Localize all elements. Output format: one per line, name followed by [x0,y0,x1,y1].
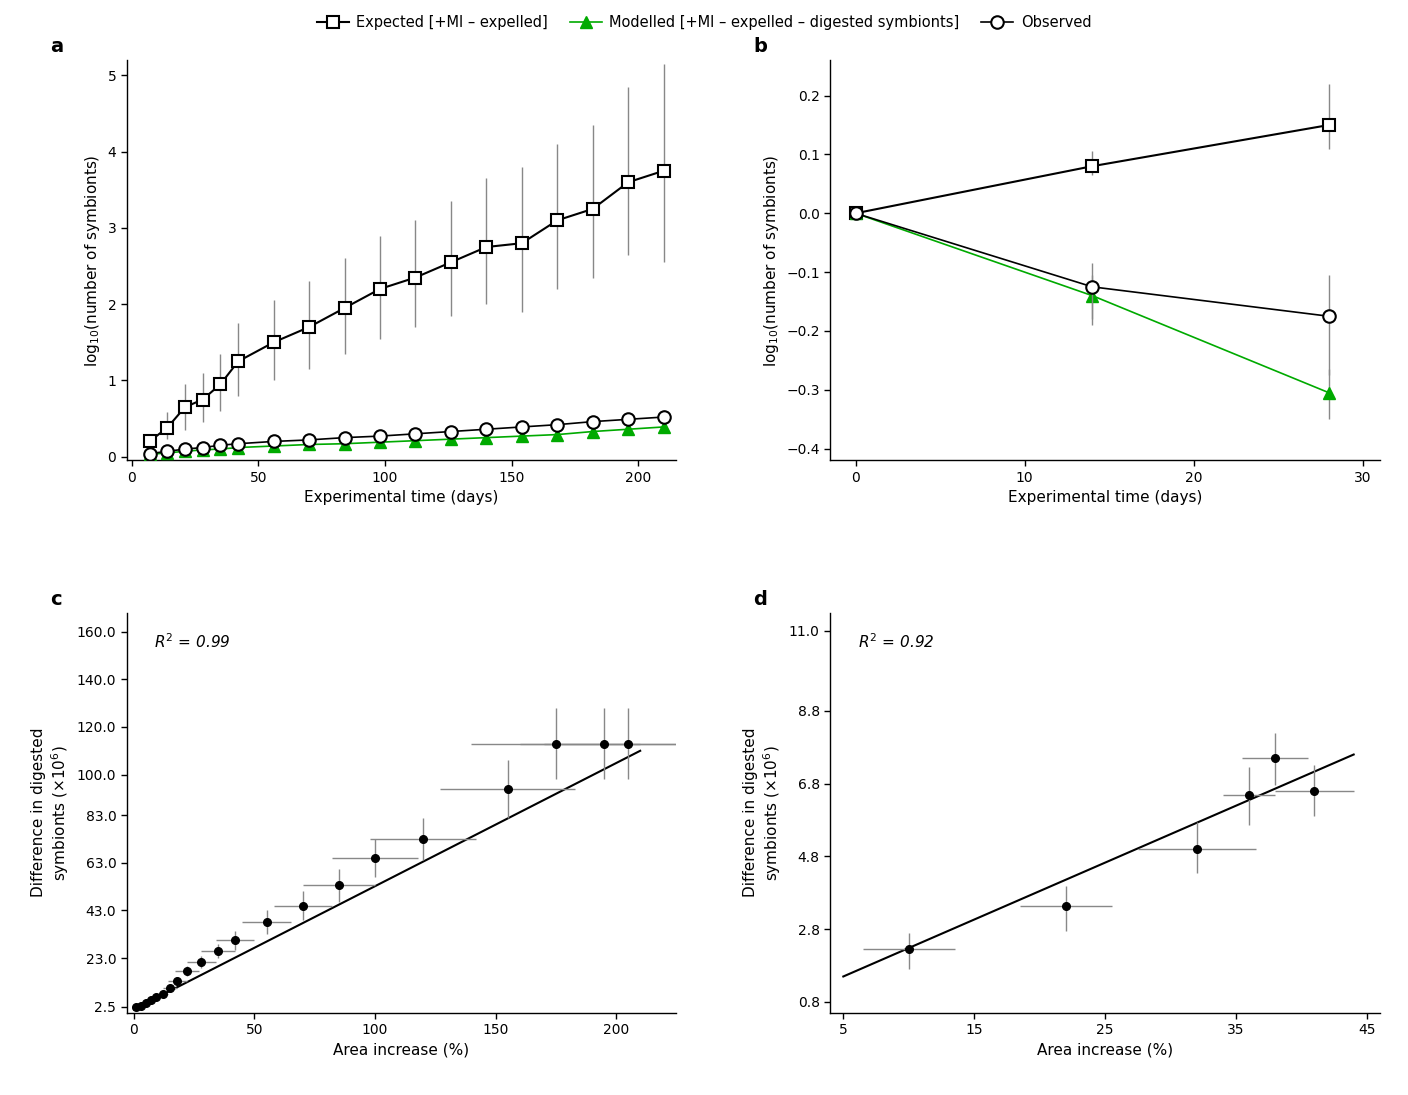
Y-axis label: Difference in digested
symbionts (×10$^6$): Difference in digested symbionts (×10$^6… [31,728,72,898]
Legend: Expected [+MI – expelled], Modelled [+MI – expelled – digested symbionts], Obser: Expected [+MI – expelled], Modelled [+MI… [311,10,1097,36]
X-axis label: Experimental time (days): Experimental time (days) [304,491,498,506]
Y-axis label: log$_{10}$(number of symbionts): log$_{10}$(number of symbionts) [762,154,780,367]
Text: $R^2$ = 0.92: $R^2$ = 0.92 [857,633,934,652]
Text: d: d [753,589,767,609]
Y-axis label: log$_{10}$(number of symbionts): log$_{10}$(number of symbionts) [83,154,101,367]
Text: $R^2$ = 0.99: $R^2$ = 0.99 [155,633,231,652]
X-axis label: Area increase (%): Area increase (%) [1036,1042,1173,1058]
X-axis label: Experimental time (days): Experimental time (days) [1008,491,1202,506]
Text: b: b [753,37,767,56]
X-axis label: Area increase (%): Area increase (%) [334,1042,470,1058]
Text: c: c [49,589,62,609]
Y-axis label: Difference in digested
symbionts (×10$^6$): Difference in digested symbionts (×10$^6… [743,728,783,898]
Text: a: a [49,37,63,56]
